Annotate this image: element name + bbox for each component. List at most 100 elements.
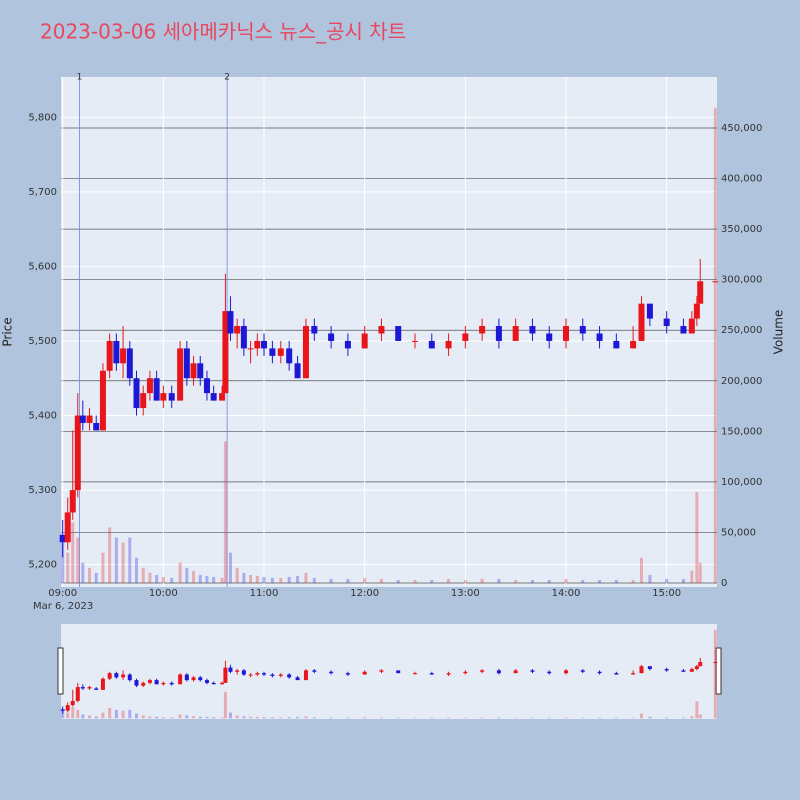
- candle-body: [613, 340, 620, 349]
- volume-bar: [134, 713, 138, 719]
- volume-bar: [255, 575, 259, 584]
- candle-body: [70, 700, 75, 706]
- volume-bar: [312, 577, 316, 584]
- volume-bar: [396, 579, 400, 584]
- candle-body: [480, 670, 485, 672]
- volume-bar: [547, 717, 551, 719]
- y2-axis-title: Volume: [772, 310, 786, 355]
- volume-bar: [396, 717, 400, 719]
- y-tick-label: 5,600: [28, 261, 57, 272]
- volume-bar: [270, 717, 274, 719]
- volume-bar: [170, 717, 174, 719]
- volume-bar: [61, 542, 65, 584]
- candle-body: [563, 326, 570, 341]
- candle-body: [178, 674, 183, 685]
- candle-body: [479, 326, 486, 334]
- candle-body: [60, 709, 65, 711]
- y-tick-label: 5,700: [28, 187, 57, 198]
- annotation-label: 1: [77, 73, 83, 83]
- y2-tick-label: 350,000: [721, 224, 762, 235]
- volume-bar: [681, 578, 685, 584]
- candle-body: [630, 340, 637, 349]
- volume-bar: [690, 715, 694, 719]
- candle-body: [203, 378, 210, 394]
- volume-bar: [228, 712, 232, 719]
- volume-bar: [614, 717, 618, 719]
- plot-area: [61, 77, 717, 587]
- volume-bar: [648, 574, 652, 584]
- volume-bar: [170, 577, 174, 584]
- volume-bar: [581, 579, 585, 584]
- range-handle[interactable]: [57, 647, 64, 695]
- candle-body: [191, 677, 196, 681]
- candle-body: [204, 680, 209, 683]
- candle-body: [190, 363, 197, 379]
- candle-body: [153, 378, 160, 401]
- candle-body: [345, 673, 350, 675]
- candle-body: [220, 682, 225, 685]
- candle-body: [177, 348, 184, 401]
- volume-bar: [235, 567, 239, 583]
- candle-body: [547, 671, 552, 674]
- candle-body: [278, 674, 283, 676]
- candle-body: [664, 669, 669, 671]
- volume-bar: [71, 522, 75, 584]
- volume-bar: [262, 717, 266, 719]
- candle-body: [328, 333, 335, 341]
- volume-bar: [148, 572, 152, 583]
- y2-tick-label: 0: [721, 578, 727, 589]
- candle-body: [126, 348, 133, 379]
- candle-body: [240, 326, 247, 349]
- volume-bar: [480, 717, 484, 719]
- volume-bar: [88, 715, 92, 719]
- volume-bar: [148, 716, 152, 719]
- candle-body: [154, 680, 159, 685]
- candle-body: [228, 667, 233, 672]
- candle-body: [262, 673, 267, 675]
- chart-title: 2023-03-06 세아메카닉스 뉴스_공시 차트: [40, 20, 406, 44]
- volume-bar: [329, 578, 333, 584]
- candle-body: [255, 673, 260, 675]
- candle-body: [74, 415, 81, 491]
- volume-bar: [514, 717, 518, 719]
- x-tick-label: 09:00: [48, 588, 77, 599]
- volume-bar: [631, 579, 635, 584]
- volume-bar: [94, 572, 98, 583]
- volume-bar: [287, 576, 291, 584]
- volume-bar: [564, 578, 568, 584]
- volume-bar: [161, 576, 165, 584]
- range-slider[interactable]: [61, 624, 717, 719]
- candle-body: [241, 670, 246, 675]
- candle-body: [529, 326, 536, 334]
- volume-bar: [497, 578, 501, 584]
- volume-bar: [94, 716, 98, 719]
- candle-body: [295, 677, 300, 681]
- volume-bar: [413, 579, 417, 584]
- candle-body: [114, 673, 119, 678]
- volume-bar: [640, 557, 644, 584]
- x-date-label: Mar 6, 2023: [33, 601, 93, 612]
- volume-bar: [81, 562, 85, 584]
- volume-bar: [346, 578, 350, 584]
- candle-body: [638, 303, 645, 341]
- range-handle[interactable]: [715, 647, 722, 695]
- volume-bar: [447, 717, 451, 719]
- candle-body: [99, 370, 106, 431]
- volume-bar: [212, 717, 216, 719]
- volume-bar: [270, 577, 274, 584]
- volume-bar: [220, 577, 224, 584]
- volume-bar: [681, 717, 685, 719]
- candle-body: [169, 682, 174, 685]
- candle-body: [614, 673, 619, 675]
- candle-body: [312, 670, 317, 672]
- candle-body: [183, 348, 190, 379]
- volume-bar: [155, 574, 159, 584]
- candle-body: [140, 393, 147, 409]
- candle-body: [121, 674, 126, 678]
- candle-body: [127, 674, 132, 681]
- y2-tick-label: 300,000: [721, 275, 762, 286]
- candle-body: [663, 318, 670, 327]
- candle-body: [646, 303, 653, 319]
- candle-body: [329, 671, 334, 674]
